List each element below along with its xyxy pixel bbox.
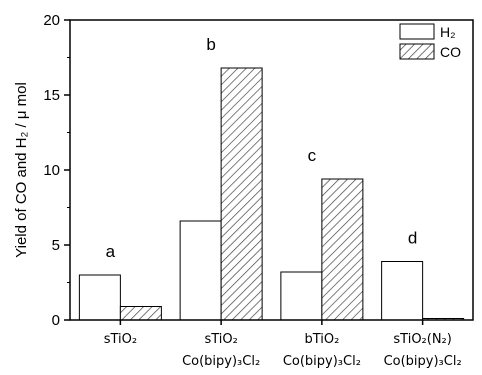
x-category-label-line2: Co(bipy)₃Cl₂ bbox=[182, 354, 260, 369]
y-tick-label: 5 bbox=[52, 237, 60, 254]
x-category-label: sTiO₂(N₂) bbox=[393, 332, 451, 347]
bar-co bbox=[220, 67, 263, 321]
bar-h2 bbox=[179, 220, 222, 321]
y-tick-label: 15 bbox=[43, 87, 60, 104]
bar-annotation: c bbox=[308, 146, 317, 165]
axis-layer: 0 5 10 15 20 sTiO₂ a sTiO₂ Co(bipy)₃Cl₂ b bTiO₂ Co(… bbox=[43, 12, 461, 369]
bar-h2 bbox=[280, 271, 323, 321]
x-category-label: bTiO₂ bbox=[304, 332, 339, 347]
bars-layer bbox=[78, 67, 465, 321]
legend-label-h2: H₂ bbox=[440, 24, 456, 40]
legend-label-co: CO bbox=[440, 44, 461, 60]
bar-co bbox=[321, 178, 364, 321]
x-category-label-line2: Co(bipy)₃Cl₂ bbox=[283, 354, 361, 369]
legend-box-h2 bbox=[399, 23, 435, 40]
x-category-label: sTiO₂ bbox=[104, 332, 137, 347]
legend-box-co bbox=[399, 43, 435, 60]
bar-co bbox=[119, 306, 162, 321]
y-axis-label: Yield of CO and H₂ / μ mol bbox=[13, 82, 30, 258]
x-category-label-line2: Co(bipy)₃Cl₂ bbox=[384, 354, 462, 369]
bar-h2 bbox=[78, 274, 121, 321]
y-tick-label: 10 bbox=[43, 162, 60, 179]
legend: H₂ CO bbox=[399, 23, 461, 60]
y-tick-label: 20 bbox=[43, 12, 60, 29]
bar-annotation: d bbox=[408, 229, 417, 248]
bar-h2 bbox=[381, 261, 424, 321]
bar-annotation: b bbox=[206, 35, 215, 54]
bar-annotation: a bbox=[106, 242, 116, 261]
x-category-label: sTiO₂ bbox=[204, 332, 237, 347]
y-tick-label: 0 bbox=[52, 312, 60, 329]
